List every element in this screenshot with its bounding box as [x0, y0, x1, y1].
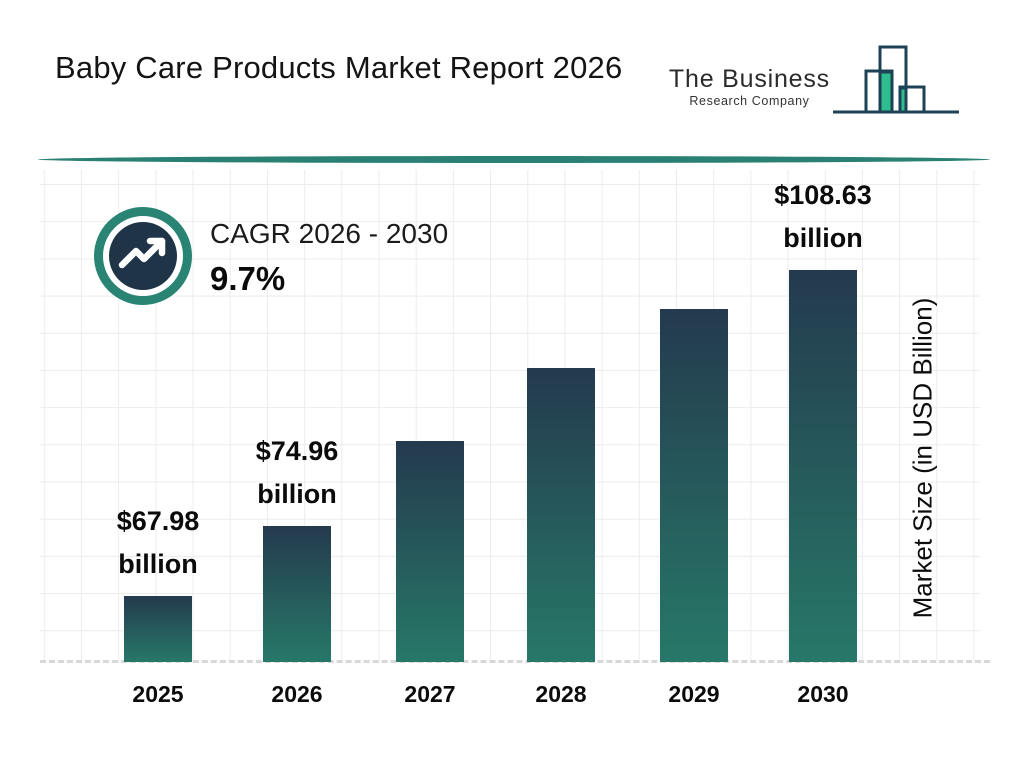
- bar-2029: [660, 309, 728, 662]
- page-title: Baby Care Products Market Report 2026: [55, 50, 623, 85]
- cagr-value: 9.7%: [210, 260, 286, 297]
- company-logo: The Business Research Company: [669, 38, 970, 124]
- bar-2030: [789, 270, 857, 662]
- divider: [38, 156, 990, 163]
- chart-baseline: [40, 660, 990, 663]
- bar-chart-logo-icon: [833, 45, 959, 114]
- x-tick-2026: 2026: [271, 681, 323, 707]
- value-label-line1: $74.96: [255, 436, 339, 466]
- bar-2028: [527, 368, 595, 662]
- value-label-line2: billion: [783, 223, 863, 253]
- cagr-label: CAGR 2026 - 2030: [210, 218, 449, 249]
- x-tick-2029: 2029: [668, 681, 720, 707]
- value-label-line1: $108.63: [774, 180, 872, 210]
- x-tick-2028: 2028: [535, 681, 587, 707]
- y-axis-label: Market Size (in USD Billion): [907, 297, 938, 619]
- x-tick-2030: 2030: [797, 681, 849, 707]
- bar-2025: [124, 596, 192, 662]
- value-label-2030: $108.63 billion: [713, 174, 933, 260]
- value-label-line2: billion: [118, 549, 198, 579]
- bar-2027: [396, 441, 464, 662]
- x-tick-2027: 2027: [404, 681, 456, 707]
- value-label-2026: $74.96 billion: [187, 430, 407, 516]
- logo-name: The Business: [668, 65, 830, 93]
- trending-up-icon: [94, 207, 192, 305]
- value-label-2025: $67.98 billion: [48, 500, 268, 586]
- logo-text: The Business Research Company: [668, 65, 830, 109]
- bar-2026: [263, 526, 331, 662]
- value-label-line2: billion: [257, 479, 337, 509]
- logo-subtitle: Research Company: [689, 94, 810, 108]
- value-label-line1: $67.98: [116, 506, 200, 536]
- x-tick-2025: 2025: [132, 681, 184, 707]
